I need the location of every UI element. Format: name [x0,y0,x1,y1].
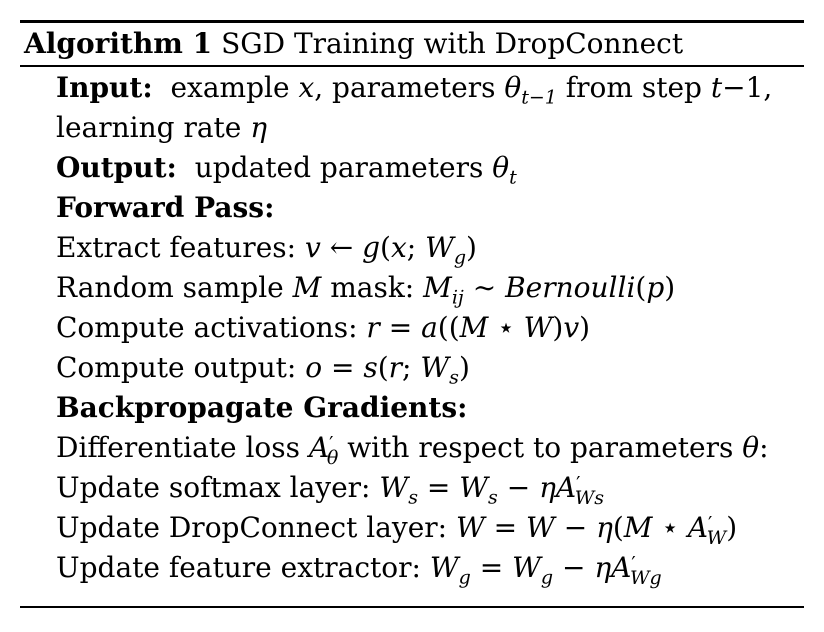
update-softmax-line: Update softmax layer: Ws = Ws − ηA′Ws [56,471,605,509]
learning-rate-line: learning rate η [56,111,268,144]
backprop-heading: Backpropagate Gradients: [56,388,816,428]
input-line: Input: example x, parameters θt−1 from s… [56,68,816,108]
bottom-rule [20,606,804,608]
input-label: Input: [56,71,153,104]
sample-mask-line: Random sample M mask: Mij ∼ Bernoulli(p) [56,271,676,309]
update-extractor-line: Update feature extractor: Wg = Wg − ηA′W… [56,551,662,589]
compute-output-line: Compute output: o = s(r; Ws) [56,351,470,389]
output-label: Output: [56,151,177,184]
backprop-label: Backpropagate Gradients: [56,391,468,424]
extract-features-line: Extract features: v ← g(x; Wg) [56,231,477,269]
top-rule [20,20,804,23]
algorithm-box: Algorithm 1 SGD Training with DropConnec… [20,0,804,632]
algorithm-body: Input: example x, parameters θt−1 from s… [56,68,816,588]
header-rule [20,65,804,67]
differentiate-line: Differentiate loss A′θ with respect to p… [56,431,769,469]
update-dropconnect-line: Update DropConnect layer: W = W − η(M ⋆ … [56,511,738,549]
algorithm-name: SGD Training with DropConnect [221,27,684,60]
algorithm-title: Algorithm 1 SGD Training with DropConnec… [24,24,683,64]
compute-activations-line: Compute activations: r = a((M ⋆ W)v) [56,311,591,344]
output-text: updated parameters θt [194,151,517,189]
forward-pass-label: Forward Pass: [56,191,275,224]
forward-pass-heading: Forward Pass: [56,188,816,228]
input-text: example x, parameters θt−1 from step t−1… [170,71,773,109]
output-line: Output: updated parameters θt [56,148,816,188]
algorithm-number: Algorithm 1 [24,27,213,60]
